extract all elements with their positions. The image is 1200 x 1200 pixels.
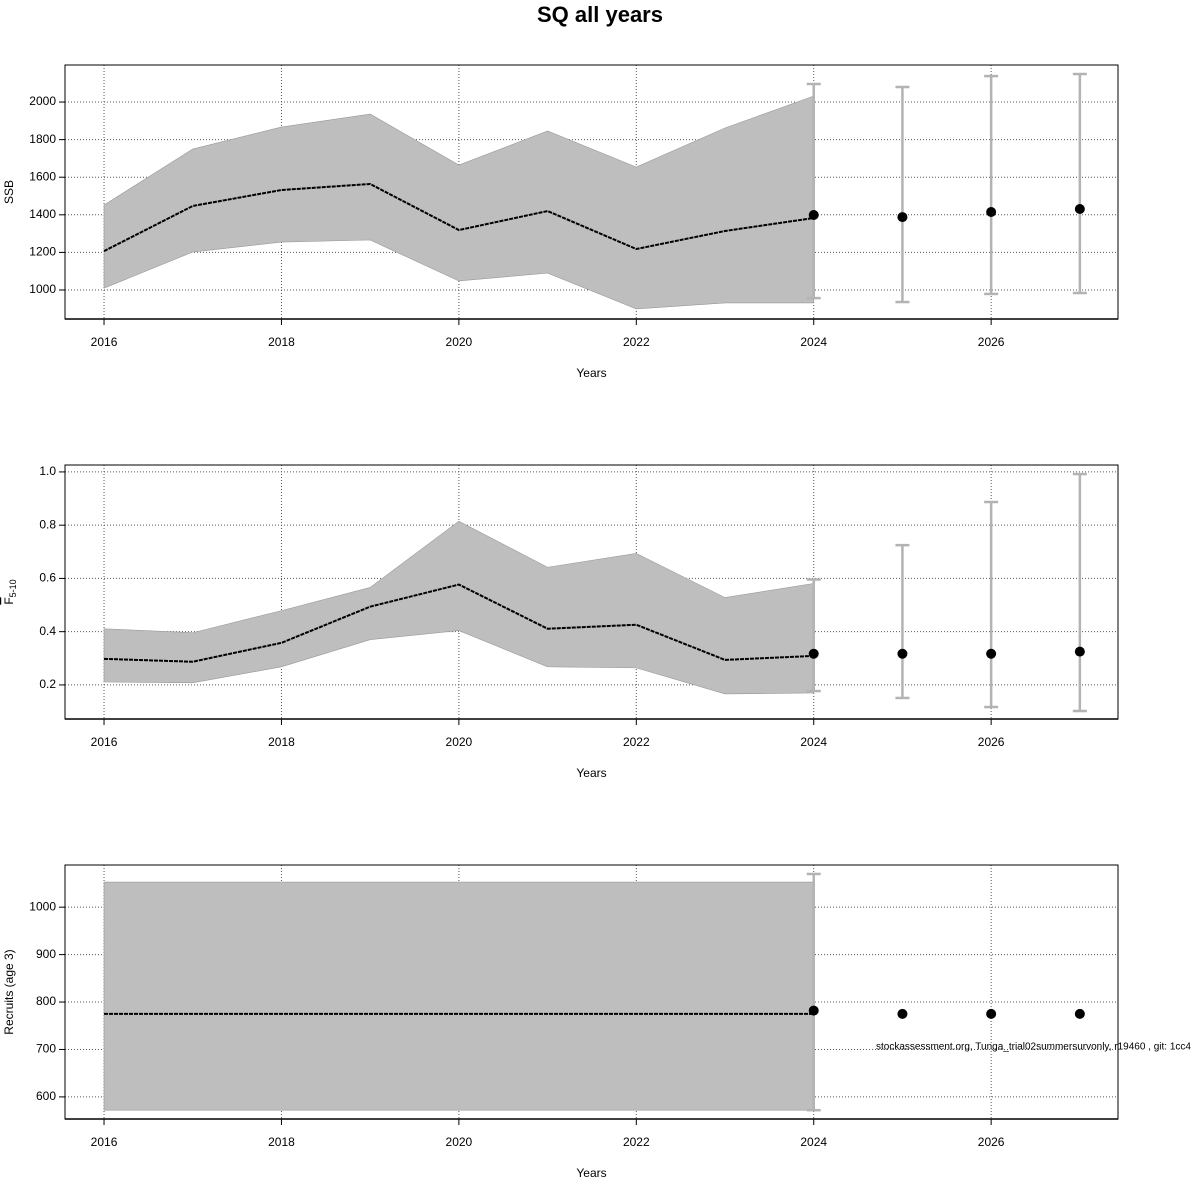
forecast-point: [808, 1005, 819, 1016]
x-tick-label: 2018: [268, 335, 295, 349]
x-tick-label: 2020: [446, 1135, 473, 1149]
y-axis-label-main: Recruits (age 3): [2, 949, 16, 1034]
error-bar: [895, 85, 910, 304]
x-tick-label: 2026: [978, 735, 1005, 749]
x-tick-label: 2018: [268, 735, 295, 749]
y-axis-label-sub: 5-10: [8, 579, 18, 597]
y-tick-label: 600: [36, 1089, 56, 1103]
x-tick-label: 2022: [623, 1135, 650, 1149]
x-tick-label: 2016: [91, 735, 118, 749]
confidence-band: [103, 881, 815, 1111]
y-tick-label: 900: [36, 947, 56, 961]
y-tick-label: 1000: [29, 282, 56, 296]
chart-title: SQ all years: [537, 2, 663, 27]
y-axis-label-main: SSB: [2, 180, 16, 204]
forecast-point: [897, 212, 908, 223]
confidence-band: [103, 95, 815, 310]
x-tick-label: 2026: [978, 335, 1005, 349]
estimate-line: [104, 583, 814, 663]
error-bar: [806, 578, 821, 693]
y-tick-label: 1800: [29, 132, 56, 146]
error-bar: [1072, 472, 1087, 713]
y-tick-label: 0.6: [39, 571, 56, 585]
x-tick-label: 2026: [978, 1135, 1005, 1149]
forecast-point: [808, 648, 819, 659]
y-axis-label: Recruits (age 3): [2, 949, 16, 1034]
y-axis-label: F5-10: [2, 579, 18, 604]
x-tick-label: 2024: [800, 1135, 827, 1149]
forecast-point: [1074, 646, 1085, 657]
error-bar: [806, 82, 821, 300]
error-bar: [1072, 72, 1087, 295]
y-tick-label: 1000: [29, 899, 56, 913]
x-tick-label: 2016: [91, 1135, 118, 1149]
y-tick-label: 0.4: [39, 624, 56, 638]
confidence-band: [103, 520, 815, 695]
annotation: stockassessment.org, Tunga_trial02summer…: [876, 1042, 1191, 1053]
x-tick-label: 2022: [623, 735, 650, 749]
y-tick-label: 1600: [29, 169, 56, 183]
forecast-point: [1074, 203, 1085, 214]
x-tick-label: 2018: [268, 1135, 295, 1149]
forecast-point: [897, 1008, 908, 1019]
error-bar: [895, 543, 910, 700]
x-tick-label: 2020: [446, 735, 473, 749]
forecast-point: [808, 209, 819, 220]
error-bar: [984, 74, 999, 296]
x-tick-label: 2022: [623, 335, 650, 349]
y-tick-label: 700: [36, 1042, 56, 1056]
x-axis-label: Years: [576, 1166, 606, 1180]
forecast-point: [1074, 1008, 1085, 1019]
error-bar: [984, 500, 999, 709]
forecast-point: [986, 648, 997, 659]
x-tick-label: 2024: [800, 735, 827, 749]
forecast-point: [897, 648, 908, 659]
forecast-point: [986, 206, 997, 217]
x-tick-label: 2016: [91, 335, 118, 349]
x-tick-label: 2020: [446, 335, 473, 349]
y-tick-label: 1400: [29, 207, 56, 221]
x-axis-label: Years: [576, 366, 606, 380]
estimate-line: [103, 182, 814, 252]
y-axis-label: SSB: [2, 180, 16, 204]
y-axis-label-main: F: [2, 597, 16, 604]
y-tick-label: 0.8: [39, 517, 56, 531]
y-tick-label: 1200: [29, 245, 56, 259]
x-axis-label: Years: [576, 766, 606, 780]
error-bar: [806, 872, 821, 1112]
y-tick-label: 1.0: [39, 464, 56, 478]
forecast-point: [986, 1008, 997, 1019]
y-tick-label: 0.2: [39, 677, 56, 691]
y-tick-label: 2000: [29, 94, 56, 108]
y-tick-label: 800: [36, 994, 56, 1008]
x-tick-label: 2024: [800, 335, 827, 349]
